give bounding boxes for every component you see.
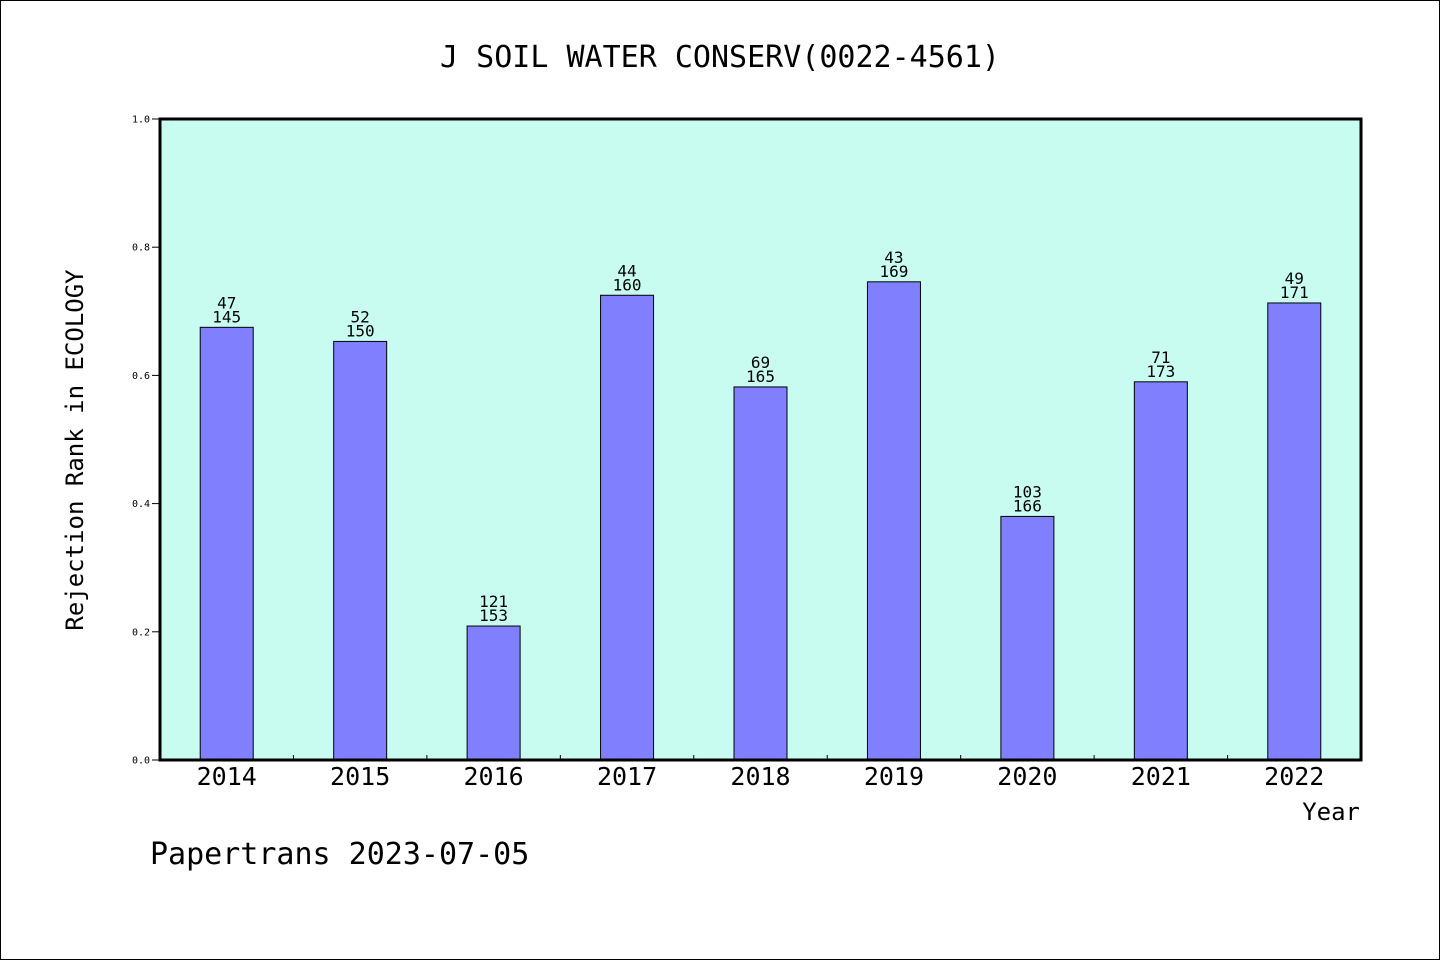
bar-2018 <box>733 386 788 761</box>
y-tick-label: 0.6 <box>132 371 150 382</box>
footer-text: Papertrans 2023-07-05 <box>150 837 529 872</box>
bar-2016 <box>466 625 521 761</box>
bar-2017 <box>600 294 655 761</box>
bar-label-bottom: 150 <box>346 321 375 340</box>
bar-2021 <box>1133 381 1188 761</box>
bar-label-bottom: 171 <box>1280 283 1309 302</box>
x-tick-label: 2018 <box>730 762 790 791</box>
bar-label-bottom: 153 <box>479 606 508 625</box>
y-axis-label: Rejection Rank in ECOLOGY <box>61 269 89 631</box>
bar-label-bottom: 160 <box>613 275 642 294</box>
bar-label-top: 71 <box>1151 348 1170 367</box>
bar-label-top: 52 <box>351 307 370 326</box>
x-tick-label: 2021 <box>1131 762 1191 791</box>
bar-label-top: 47 <box>217 293 236 312</box>
bar-label-top: 69 <box>751 353 770 372</box>
y-tick-label: 0.0 <box>132 756 150 767</box>
bar-2015 <box>333 340 388 761</box>
bar-2020 <box>1000 515 1055 761</box>
bars <box>199 281 1322 761</box>
x-axis-label: Year <box>1302 798 1360 826</box>
bar-label-top: 121 <box>479 592 508 611</box>
chart-title: J SOIL WATER CONSERV(0022-4561) <box>440 40 1000 75</box>
bar-2022 <box>1267 302 1322 761</box>
y-axis: 0.0 0.2 0.4 0.6 0.8 1.0 <box>132 115 160 767</box>
bar-label-top: 49 <box>1285 269 1304 288</box>
y-tick-label: 0.2 <box>132 627 150 638</box>
x-tick-label: 2015 <box>330 762 390 791</box>
y-tick-label: 1.0 <box>132 115 150 126</box>
bar-label-bottom: 169 <box>879 262 908 281</box>
bar-label-bottom: 166 <box>1013 496 1042 515</box>
bar-label-top: 43 <box>884 248 903 267</box>
bar-label-bottom: 173 <box>1146 362 1175 381</box>
y-tick-label: 0.4 <box>132 499 150 510</box>
plot-border <box>158 117 1363 762</box>
x-tick-label: 2020 <box>997 762 1057 791</box>
x-tick-label: 2022 <box>1264 762 1324 791</box>
x-tick-label: 2017 <box>597 762 657 791</box>
bar-label-top: 103 <box>1013 482 1042 501</box>
bar-2014 <box>199 326 254 761</box>
x-tick-label: 2019 <box>864 762 924 791</box>
bar-label-bottom: 145 <box>212 307 241 326</box>
bar-label-bottom: 165 <box>746 367 775 386</box>
x-axis: 2014 2015 2016 2017 2018 2019 2020 2021 2022 <box>197 755 1324 791</box>
x-tick-label: 2016 <box>464 762 524 791</box>
bar-label-top: 44 <box>617 261 636 280</box>
x-tick-label: 2014 <box>197 762 257 791</box>
bar-2019 <box>866 281 921 761</box>
y-tick-label: 0.8 <box>132 243 150 254</box>
